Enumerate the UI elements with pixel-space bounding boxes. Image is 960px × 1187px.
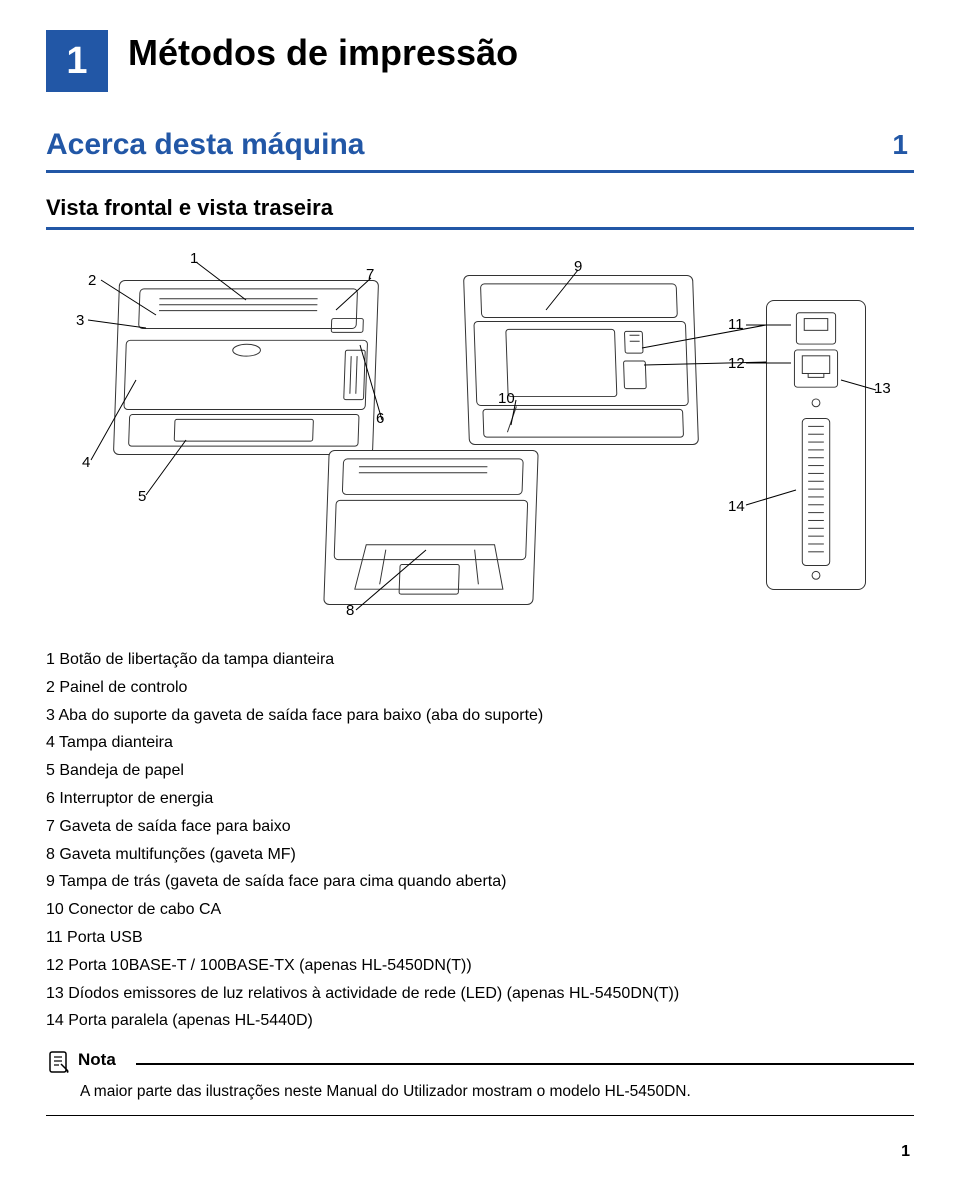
callout-14: 14	[728, 498, 745, 515]
note-header: Nota	[46, 1048, 960, 1075]
ports-panel	[766, 300, 866, 590]
section-marker: 1	[892, 129, 908, 161]
page-number: 1	[901, 1143, 910, 1161]
printer-mf-tray-view	[323, 450, 538, 605]
note-end-rule	[46, 1115, 914, 1117]
section-rule	[46, 170, 914, 173]
callout-13: 13	[874, 380, 891, 397]
parts-item: 13 Díodos emissores de luz relativos à a…	[46, 982, 960, 1007]
parts-list: 1 Botão de libertação da tampa dianteira…	[46, 648, 960, 1034]
parts-item: 14 Porta paralela (apenas HL-5440D)	[46, 1009, 960, 1034]
parts-item: 11 Porta USB	[46, 926, 960, 951]
note-header-rule	[136, 1063, 914, 1065]
note-label: Nota	[78, 1048, 116, 1070]
callout-6: 6	[376, 410, 384, 427]
callout-11: 11	[728, 316, 744, 333]
parts-item: 8 Gaveta multifunções (gaveta MF)	[46, 843, 960, 868]
parts-item: 2 Painel de controlo	[46, 676, 960, 701]
callout-12: 12	[728, 355, 745, 372]
parts-item: 1 Botão de libertação da tampa dianteira	[46, 648, 960, 673]
chapter-number-badge: 1	[46, 30, 108, 92]
parts-item: 12 Porta 10BASE-T / 100BASE-TX (apenas H…	[46, 954, 960, 979]
chapter-title: Métodos de impressão	[128, 28, 518, 74]
parts-item: 6 Interruptor de energia	[46, 787, 960, 812]
callout-5: 5	[138, 488, 146, 505]
callout-2: 2	[88, 272, 96, 289]
section-header: Acerca desta máquina 1	[46, 128, 914, 162]
parts-item: 7 Gaveta de saída face para baixo	[46, 815, 960, 840]
section-title: Acerca desta máquina	[46, 128, 364, 162]
parts-item: 5 Bandeja de papel	[46, 759, 960, 784]
page-header: 1 Métodos de impressão	[0, 0, 960, 92]
callout-9: 9	[574, 258, 582, 275]
parts-item: 9 Tampa de trás (gaveta de saída face pa…	[46, 870, 960, 895]
printer-rear-view	[463, 275, 699, 445]
callout-8: 8	[346, 602, 354, 619]
callout-10: 10	[498, 390, 515, 407]
callout-4: 4	[82, 454, 90, 471]
callout-3: 3	[76, 312, 84, 329]
subsection-title: Vista frontal e vista traseira	[46, 195, 960, 221]
callout-7: 7	[366, 266, 374, 283]
parts-item: 4 Tampa dianteira	[46, 731, 960, 756]
callout-1: 1	[190, 250, 198, 267]
printer-diagram: 1 2 3 4 5 6 7 8 9 10 11 12 13 14	[46, 250, 914, 630]
parts-item: 3 Aba do suporte da gaveta de saída face…	[46, 704, 960, 729]
note-icon	[46, 1049, 72, 1075]
parts-item: 10 Conector de cabo CA	[46, 898, 960, 923]
subsection-rule	[46, 227, 914, 230]
printer-front-view	[113, 280, 379, 455]
note-text: A maior parte das ilustrações neste Manu…	[80, 1081, 914, 1103]
